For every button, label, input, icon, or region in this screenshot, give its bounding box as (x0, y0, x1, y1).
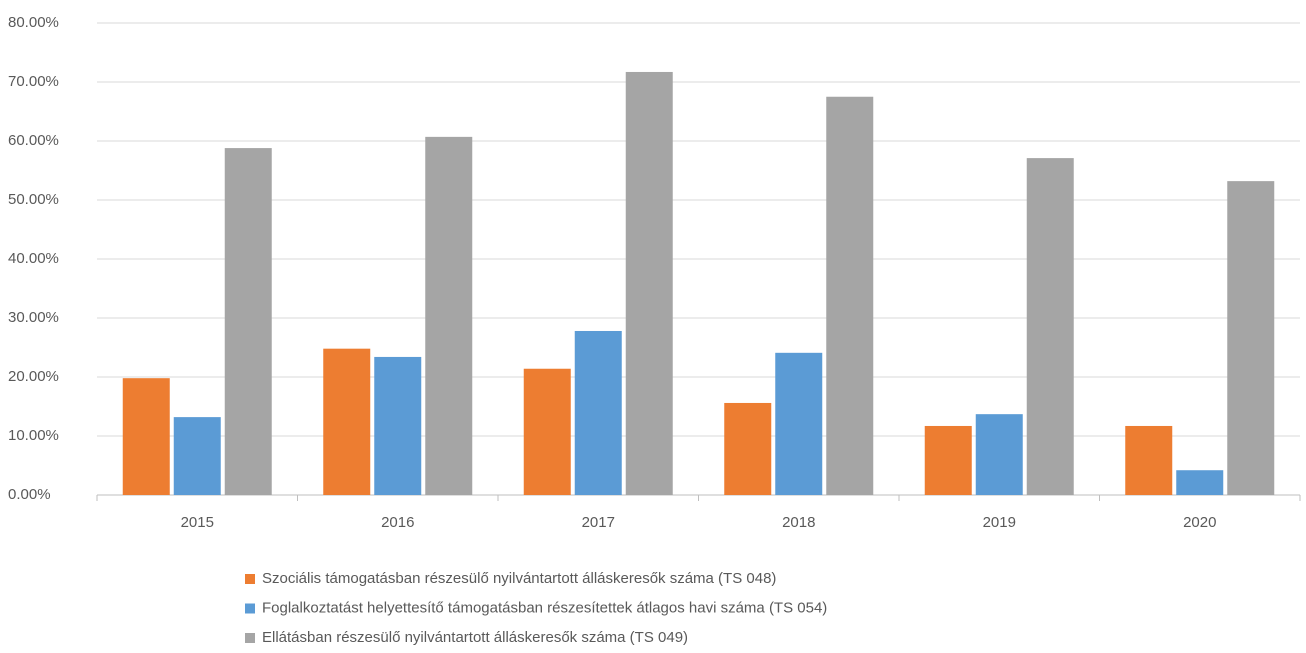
x-tick-label: 2020 (1183, 514, 1216, 531)
bar (173, 417, 221, 495)
bar (724, 402, 772, 495)
bar (775, 352, 823, 495)
bar (374, 356, 422, 495)
bar (975, 414, 1023, 495)
bar (1125, 425, 1173, 495)
bar (826, 96, 874, 495)
bar (625, 71, 673, 495)
bar (1227, 181, 1275, 495)
bar (924, 425, 972, 495)
y-tick-label: 80.00% (8, 14, 59, 31)
x-tick-label: 2018 (782, 514, 815, 531)
y-tick-label: 20.00% (8, 368, 59, 385)
legend-swatch (245, 603, 255, 614)
bar (523, 368, 571, 495)
legend-swatch (245, 574, 255, 584)
bar (224, 148, 272, 495)
y-tick-label: 70.00% (8, 73, 59, 90)
x-tick-label: 2015 (181, 514, 214, 531)
bar (122, 378, 170, 495)
x-tick-label: 2019 (983, 514, 1016, 531)
bar (1176, 470, 1224, 495)
bar (574, 330, 622, 495)
y-tick-label: 30.00% (8, 309, 59, 326)
legend-label: Foglalkoztatást helyettesítő támogatásba… (262, 599, 827, 616)
legend-swatch (245, 633, 255, 643)
y-tick-label: 60.00% (8, 132, 59, 149)
bar (323, 348, 371, 495)
bar (425, 136, 473, 495)
x-tick-label: 2017 (582, 514, 615, 531)
y-tick-label: 40.00% (8, 250, 59, 267)
legend-label: Ellátásban részesülő nyilvántartott állá… (262, 629, 688, 646)
y-tick-label: 50.00% (8, 191, 59, 208)
y-tick-label: 0.00% (8, 486, 51, 503)
legend-label: Szociális támogatásban részesülő nyilván… (262, 570, 776, 587)
x-tick-label: 2016 (381, 514, 414, 531)
y-tick-label: 10.00% (8, 427, 59, 444)
bar (1026, 158, 1074, 496)
